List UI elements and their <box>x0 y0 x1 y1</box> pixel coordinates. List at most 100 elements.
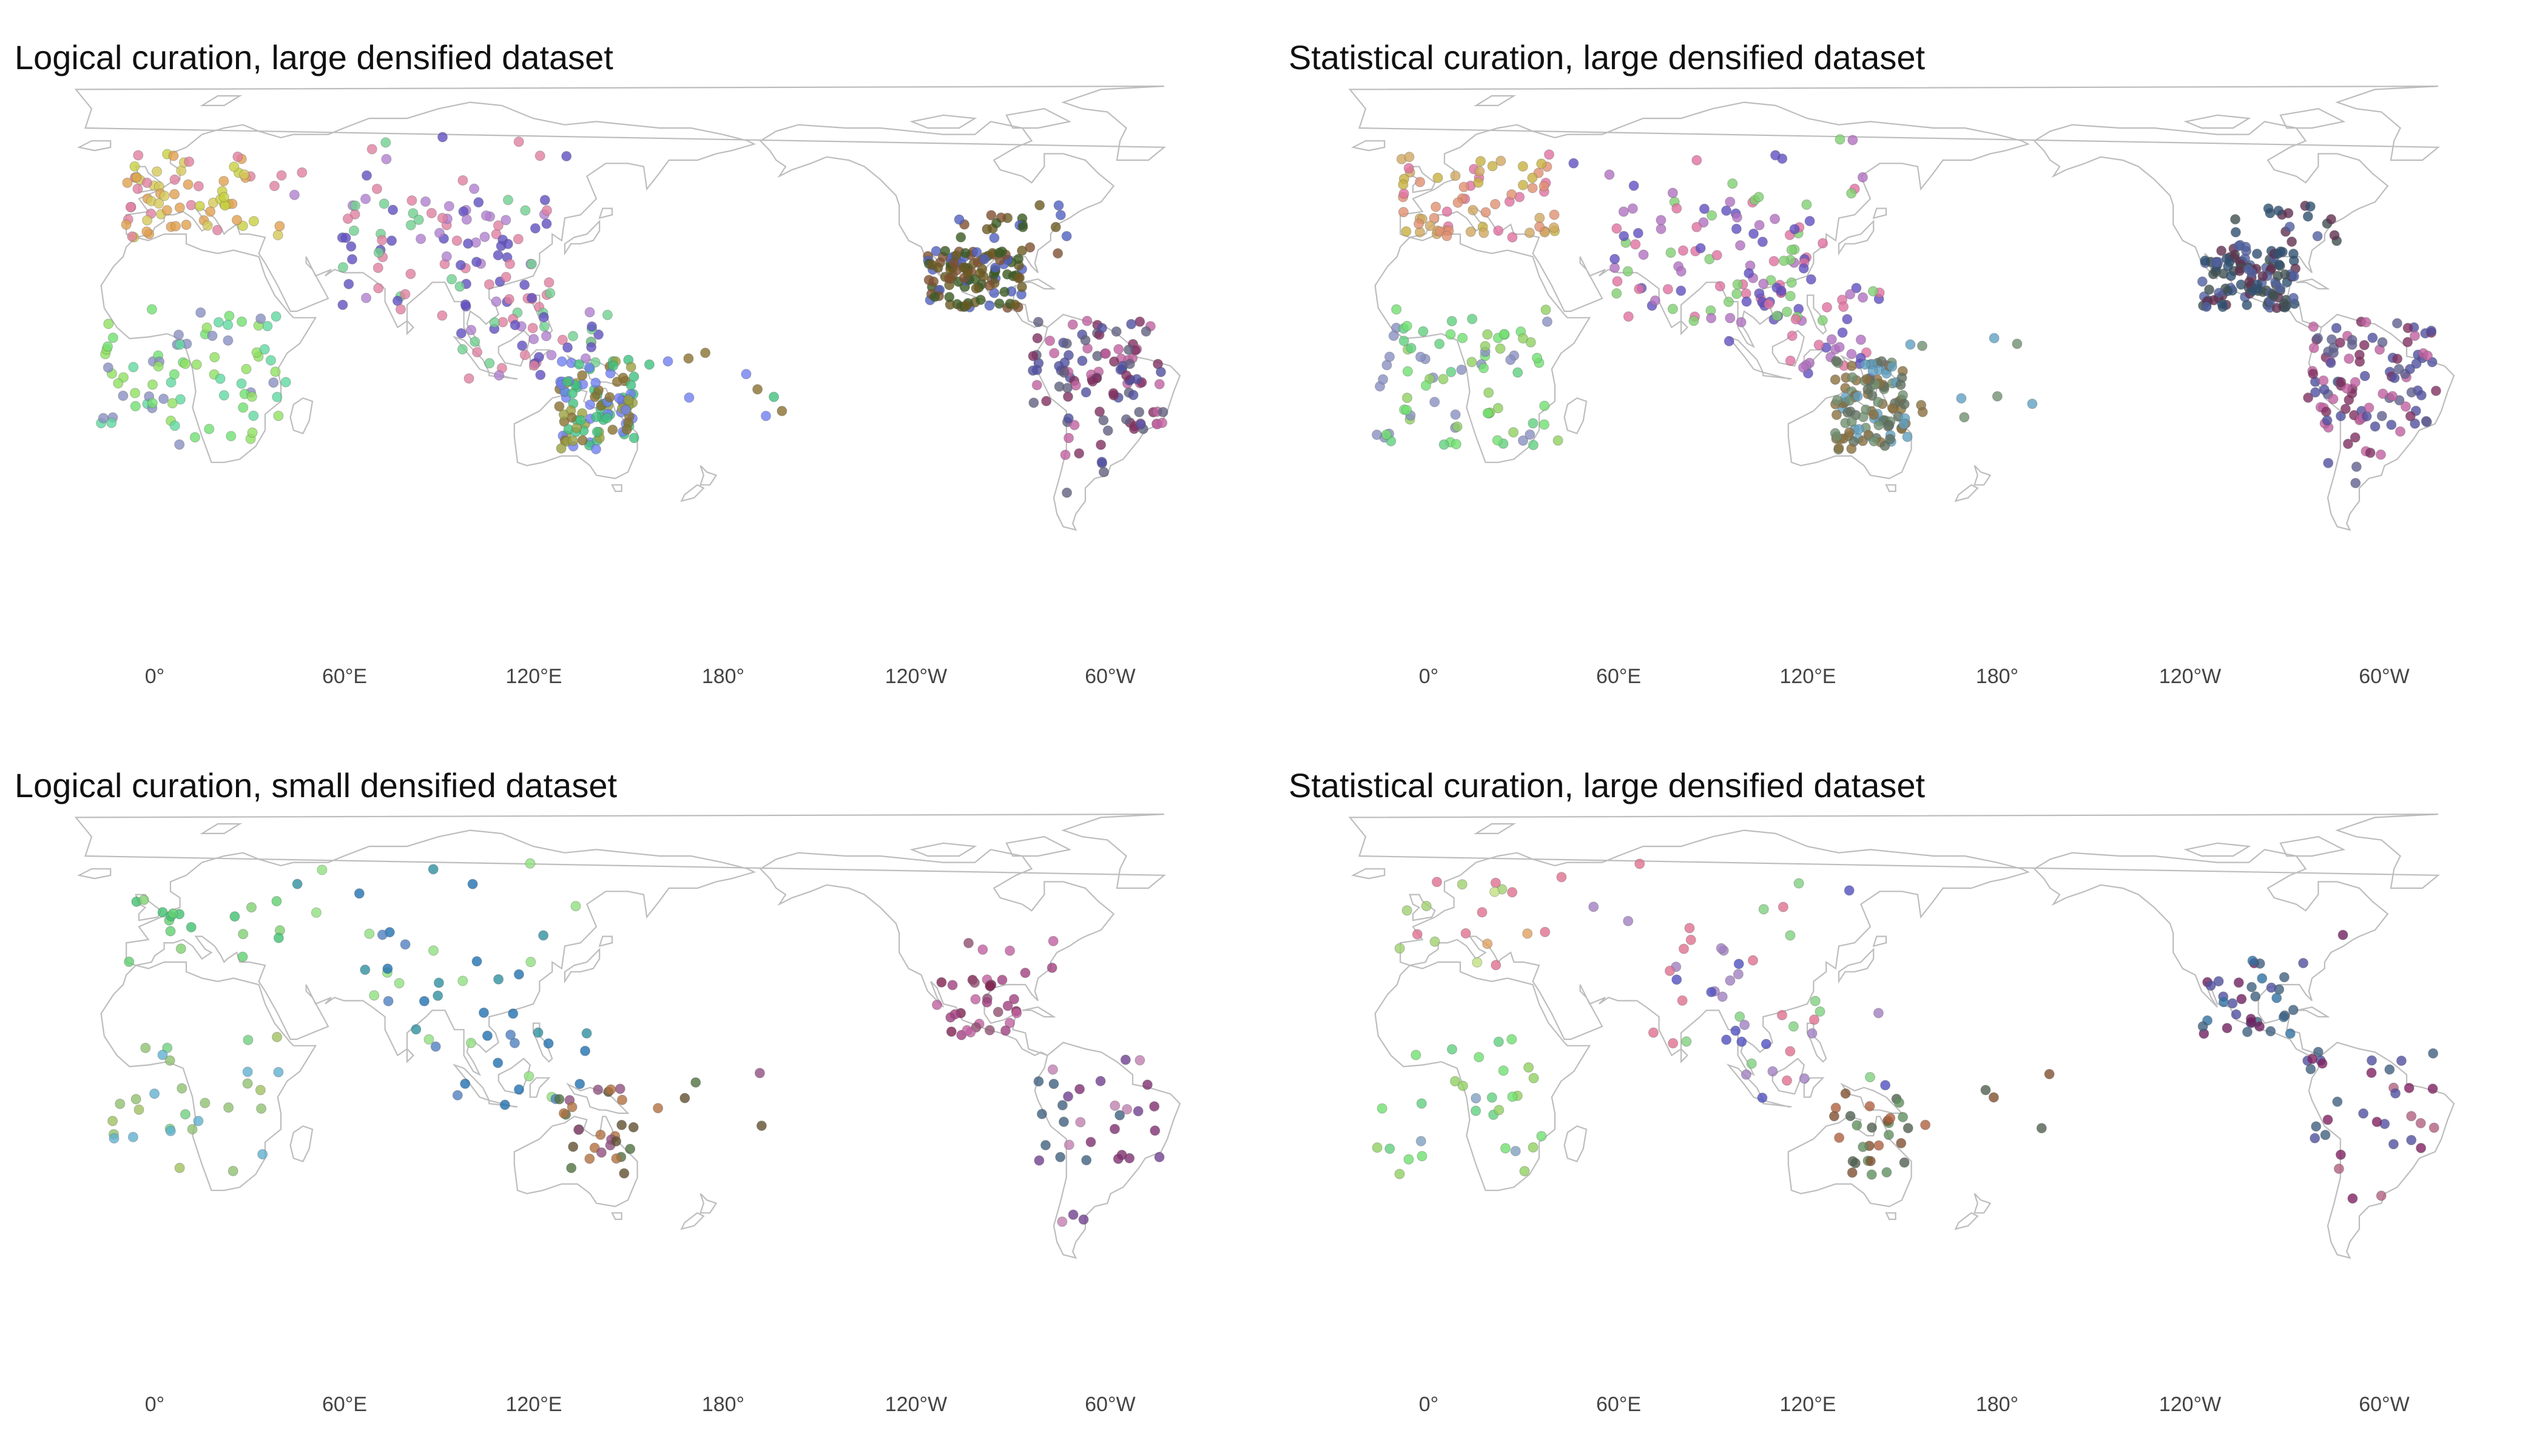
sample-point <box>1391 304 1402 315</box>
sample-point <box>2243 264 2254 275</box>
sample-point <box>527 323 538 334</box>
sample-point <box>2279 972 2290 983</box>
sample-point <box>1753 192 1764 203</box>
sample-point <box>1741 296 1752 307</box>
coastline <box>1350 140 1386 152</box>
sample-point <box>1844 395 1855 406</box>
sample-point <box>1757 237 1768 248</box>
sample-point <box>546 349 557 360</box>
sample-point <box>127 1131 138 1142</box>
sample-point <box>530 223 541 234</box>
sample-point <box>1522 928 1533 939</box>
sample-point <box>517 340 528 351</box>
sample-point <box>2370 421 2381 432</box>
sample-point <box>149 1088 160 1099</box>
sample-point <box>1507 887 1518 898</box>
sample-point <box>115 1099 126 1109</box>
sample-point <box>1798 362 1808 373</box>
sample-point <box>949 1009 960 1020</box>
sample-point <box>985 981 996 992</box>
longitude-tick-label: 60°E <box>322 665 367 688</box>
sample-point <box>1060 450 1071 460</box>
sample-point <box>1431 201 1441 212</box>
sample-point <box>1450 409 1461 420</box>
sample-point <box>1868 286 1878 297</box>
sample-point <box>1506 189 1517 200</box>
sample-point <box>2036 1123 2047 1134</box>
sample-point <box>1989 332 2000 343</box>
sample-point <box>1063 433 1074 443</box>
sample-point <box>129 161 140 172</box>
sample-point <box>147 379 158 390</box>
sample-point <box>519 349 530 360</box>
sample-point <box>1005 1017 1015 1028</box>
sample-point <box>1676 285 1687 296</box>
sample-point <box>2421 417 2432 428</box>
sample-point <box>984 300 995 311</box>
sample-point <box>175 394 186 405</box>
sample-point <box>1493 225 1504 236</box>
sample-point <box>1786 244 1797 255</box>
coastline <box>2279 836 2346 857</box>
sample-point <box>174 202 185 213</box>
sample-point <box>541 331 551 342</box>
sample-point <box>232 215 242 226</box>
sample-point <box>1771 311 1782 322</box>
sample-point <box>229 161 240 172</box>
coastline <box>76 140 112 152</box>
sample-point <box>1865 1156 1876 1167</box>
sample-point <box>229 911 240 922</box>
sample-point <box>1057 1100 1068 1111</box>
sample-point <box>2287 236 2297 247</box>
sample-point <box>2402 337 2413 348</box>
sample-point <box>534 150 545 161</box>
sample-point <box>1402 366 1413 377</box>
sample-point <box>466 325 477 335</box>
sample-point <box>2254 1021 2265 1032</box>
longitude-tick-label: 60°E <box>1596 665 1641 688</box>
longitude-tick-label: 60°W <box>1085 1393 1136 1416</box>
sample-point <box>372 263 383 273</box>
sample-point <box>2012 339 2023 349</box>
sample-point <box>568 331 578 342</box>
sample-point <box>1057 1216 1068 1227</box>
sample-point <box>605 1084 616 1095</box>
sample-point <box>205 206 216 217</box>
sample-point <box>2288 292 2299 303</box>
sample-point <box>2396 1056 2407 1066</box>
sample-point <box>575 1079 585 1090</box>
sample-point <box>595 1130 606 1140</box>
sample-point <box>1518 180 1528 190</box>
sample-point <box>2197 276 2208 287</box>
sample-point <box>256 1103 267 1114</box>
sample-point <box>2257 973 2268 984</box>
coastline <box>1348 86 2441 161</box>
sample-point <box>2426 325 2437 336</box>
sample-point <box>373 283 384 294</box>
sample-point <box>388 204 399 215</box>
sample-point <box>1002 1000 1013 1011</box>
sample-point <box>1491 960 1502 971</box>
sample-point <box>237 220 248 231</box>
sample-point <box>1135 419 1146 430</box>
sample-point <box>2401 401 2411 412</box>
sample-point <box>741 369 752 380</box>
sample-point <box>1785 930 1796 941</box>
sample-point <box>590 391 601 402</box>
sample-point <box>1438 374 1449 385</box>
sample-point <box>157 1050 168 1060</box>
sample-point <box>1793 878 1804 889</box>
sample-point <box>584 307 595 318</box>
sample-point <box>1403 163 1414 174</box>
sample-point <box>1588 902 1599 912</box>
sample-point <box>469 183 480 194</box>
sample-point <box>1416 1098 1427 1109</box>
sample-point <box>1062 487 1073 498</box>
sample-point <box>1830 374 1841 385</box>
sample-point <box>193 181 204 192</box>
sample-point <box>1398 179 1409 190</box>
sample-point <box>2234 266 2245 277</box>
sample-point <box>1378 374 1389 385</box>
sample-point <box>1417 1151 1427 1162</box>
sample-point <box>1846 443 1857 454</box>
